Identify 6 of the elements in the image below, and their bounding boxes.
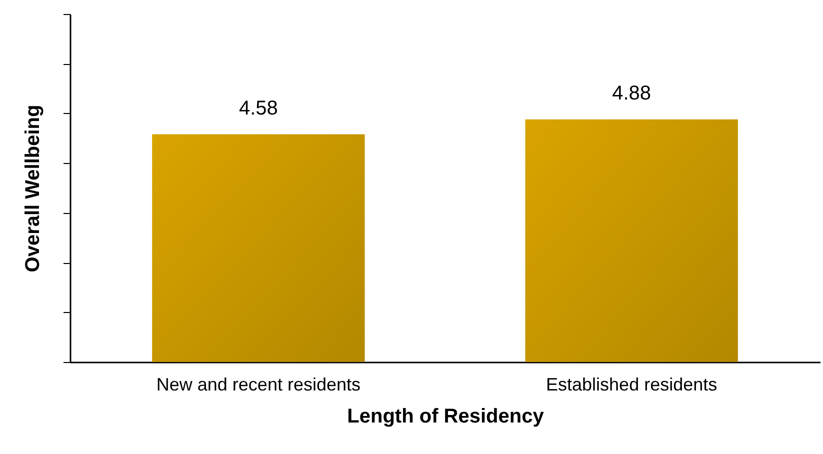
- data-label: 4.88: [612, 82, 652, 104]
- data-label: 4.58: [238, 97, 278, 120]
- y-axis-title: Overall Wellbeing: [22, 104, 44, 272]
- x-tick-label: New and recent residents: [156, 374, 360, 394]
- x-axis-title: Length of Residency: [347, 406, 545, 428]
- x-tick-label: Established residents: [546, 374, 718, 394]
